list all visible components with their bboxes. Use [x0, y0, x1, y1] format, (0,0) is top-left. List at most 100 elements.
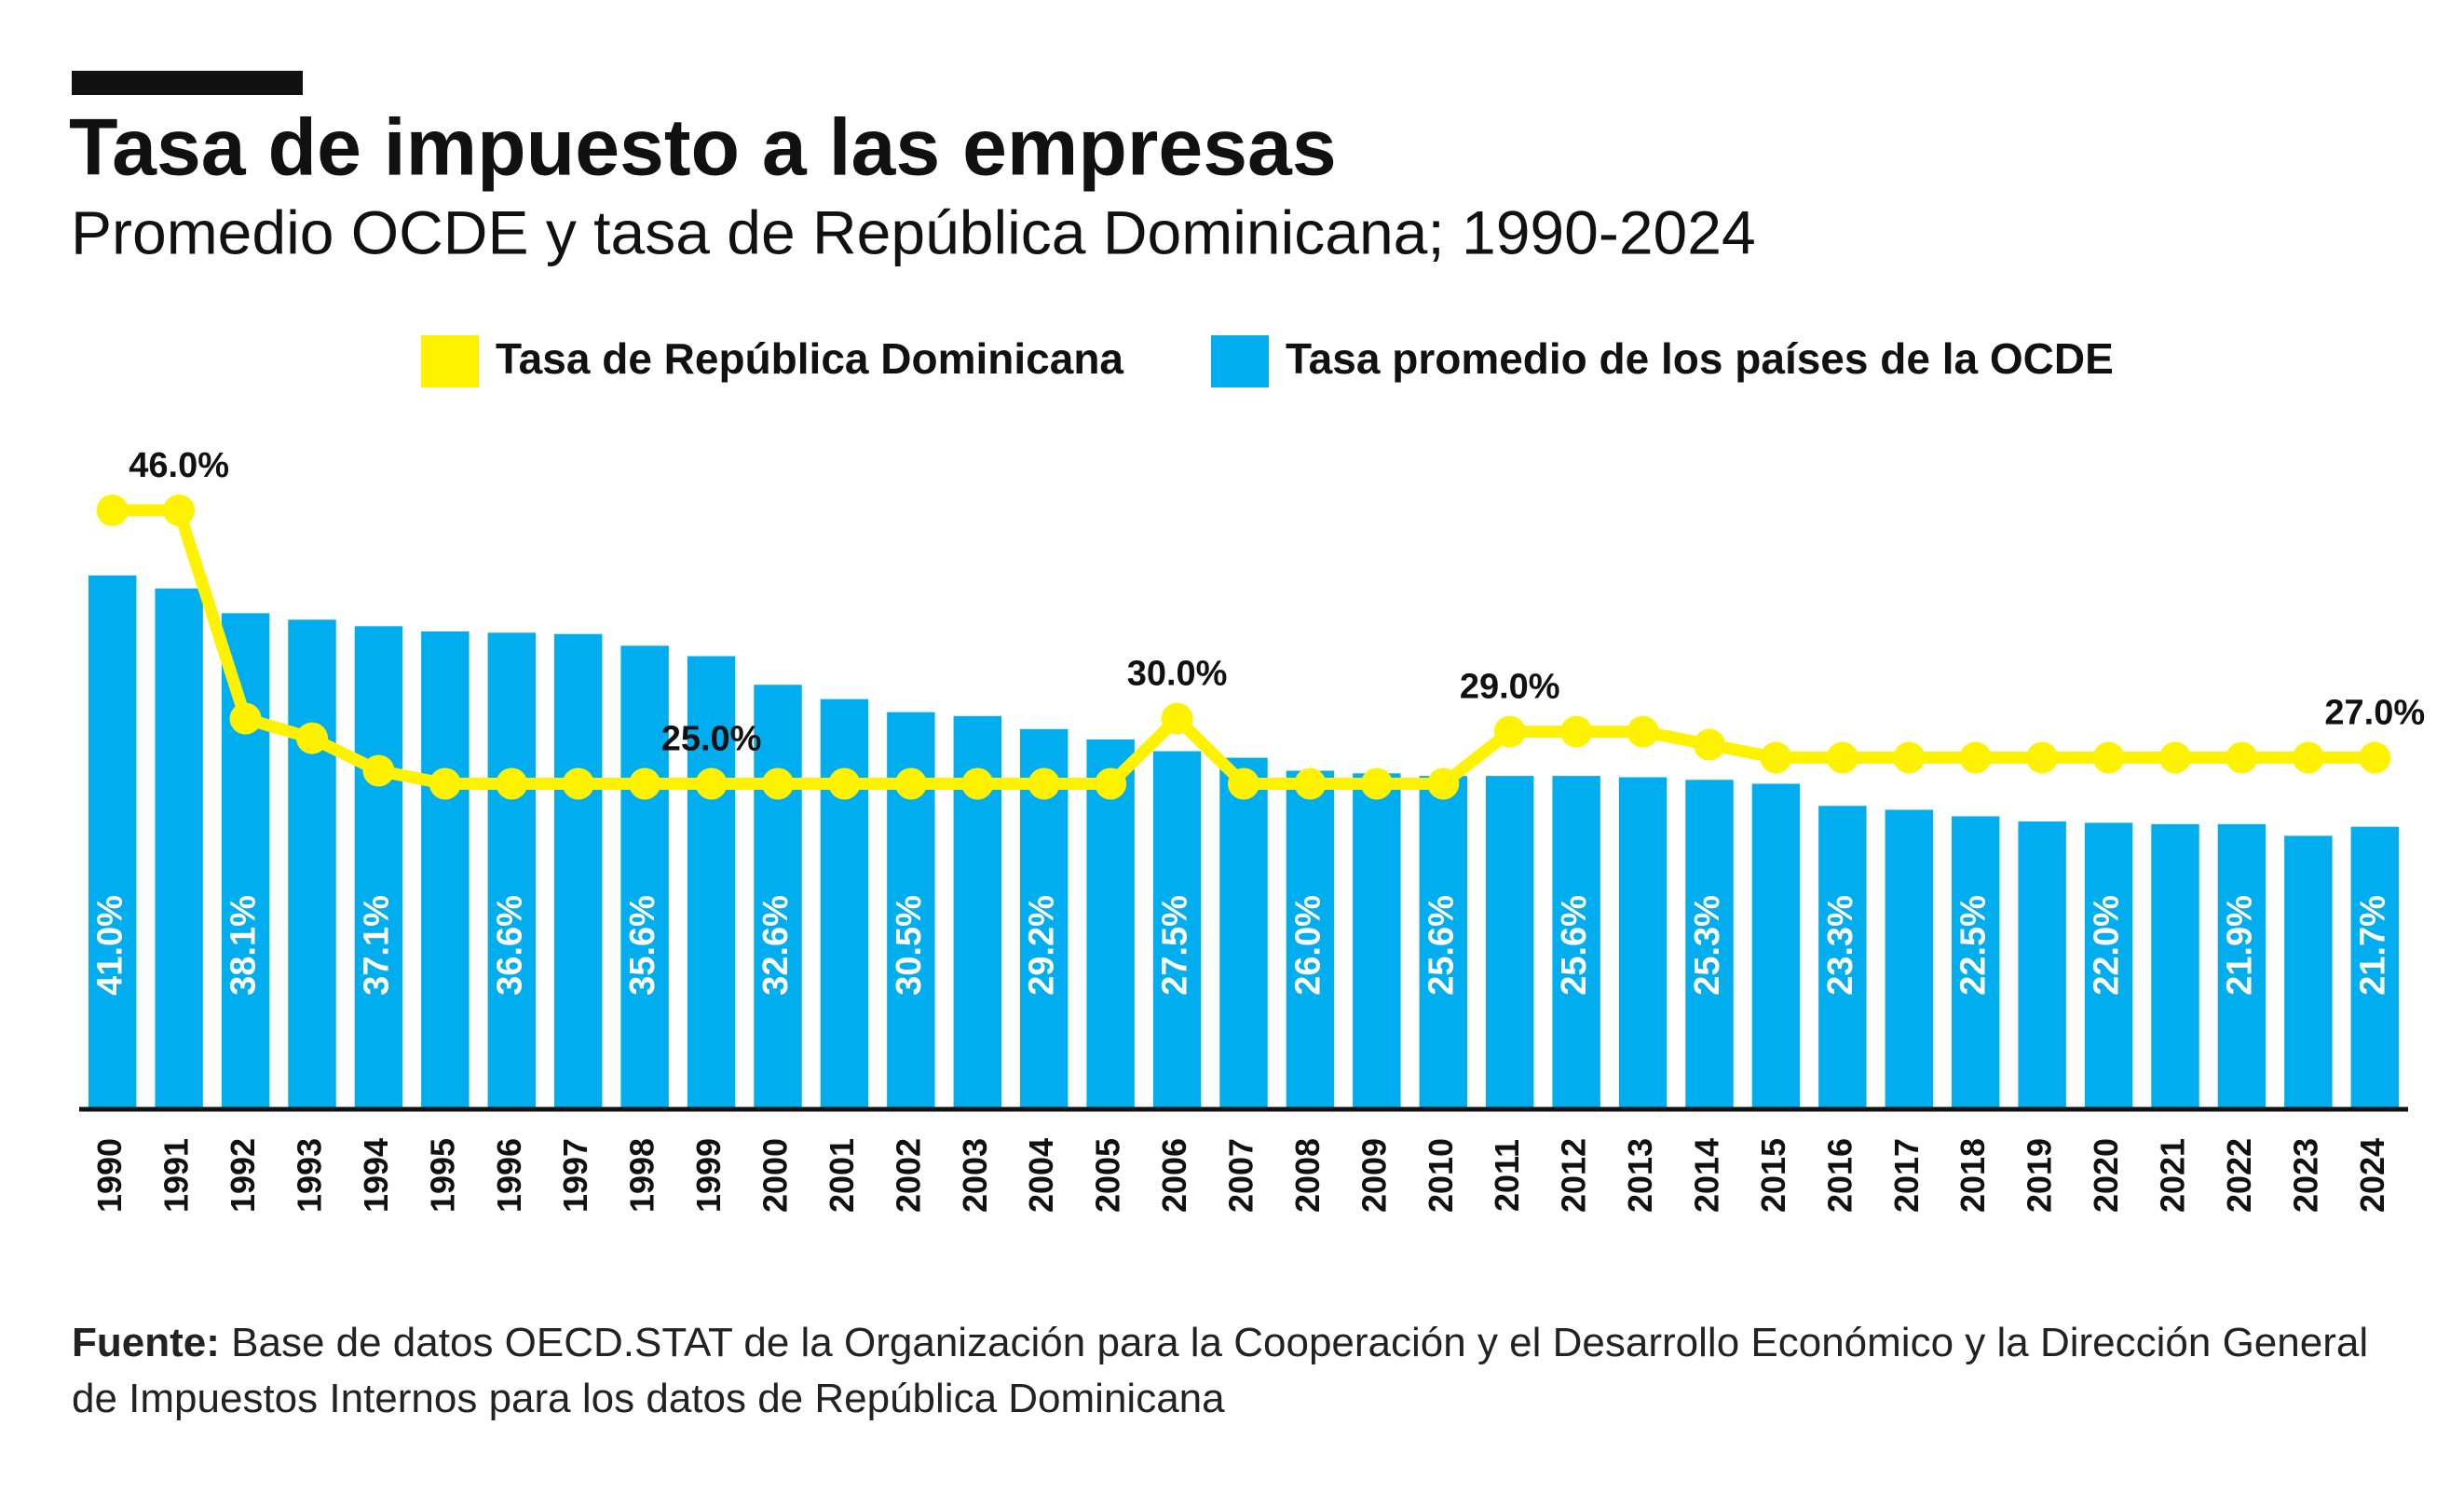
chart-title: Tasa de impuesto a las empresas	[69, 103, 1337, 193]
bar	[2151, 823, 2199, 1109]
x-tick-label: 1991	[157, 1138, 196, 1213]
line-marker	[1161, 702, 1193, 735]
line-marker	[1028, 767, 1060, 800]
bar-value-label: 30.5%	[890, 895, 929, 996]
line-marker	[1493, 715, 1526, 748]
line-marker	[1694, 728, 1725, 761]
x-tick-label: 1996	[490, 1138, 528, 1213]
x-tick-label: 1993	[291, 1138, 329, 1213]
bar-value-label: 21.9%	[2220, 895, 2259, 996]
bar-value-label: 25.3%	[1688, 895, 1727, 996]
line-marker	[961, 767, 994, 800]
bar-value-label: 38.1%	[225, 895, 264, 996]
bar-value-label: 22.5%	[1954, 895, 1994, 996]
bar	[1419, 776, 1467, 1109]
bar	[554, 633, 603, 1109]
bar	[221, 613, 270, 1109]
x-tick-label: 2013	[1621, 1138, 1659, 1213]
legend-swatch	[1211, 335, 1269, 387]
bar-value-label: 36.6%	[490, 895, 529, 996]
x-tick-label: 2012	[1555, 1138, 1593, 1213]
bar	[754, 685, 802, 1109]
legend-swatch	[421, 335, 479, 387]
x-tick-label: 2020	[2087, 1138, 2125, 1213]
x-tick-label: 2000	[756, 1138, 795, 1213]
bar	[155, 588, 203, 1109]
x-tick-label: 2022	[2220, 1138, 2258, 1213]
bar	[1818, 806, 1867, 1109]
x-tick-label: 2007	[1222, 1138, 1260, 1213]
source-text: Base de datos OECD.STAT de la Organizaci…	[72, 1320, 2369, 1421]
line-marker	[2226, 741, 2258, 774]
x-tick-label: 2011	[1488, 1139, 1526, 1212]
bar-value-label: 29.2%	[1023, 895, 1062, 996]
line-marker	[1893, 741, 1926, 774]
bar-value-label: 25.6%	[1555, 895, 1594, 996]
line-marker	[96, 494, 129, 526]
line-marker	[163, 494, 196, 526]
line-value-label: 29.0%	[1460, 668, 1560, 707]
line-value-label: 46.0%	[129, 446, 229, 485]
line-marker	[496, 767, 528, 800]
title-bar	[72, 71, 303, 95]
bar-value-label: 22.0%	[2088, 895, 2127, 996]
legend-label: Tasa de República Dominicana	[496, 334, 1123, 383]
x-tick-label: 2008	[1288, 1138, 1327, 1213]
x-tick-label: 2023	[2286, 1138, 2324, 1213]
bar	[2284, 835, 2333, 1109]
line-marker	[1294, 767, 1327, 800]
x-tick-label: 2006	[1155, 1138, 1193, 1213]
footer: Fuente: Base de datos OECD.STAT de la Or…	[72, 1315, 2401, 1427]
x-tick-label: 2021	[2154, 1138, 2192, 1213]
x-tick-label: 2005	[1089, 1138, 1127, 1213]
chart-subtitle: Promedio OCDE y tasa de República Domini…	[71, 197, 1756, 266]
line-marker	[762, 767, 794, 800]
bar-value-label: 21.7%	[2353, 895, 2392, 996]
bar	[1219, 757, 1268, 1109]
x-tick-label: 2010	[1422, 1138, 1460, 1213]
line-marker	[1095, 767, 1127, 800]
line-marker	[2359, 741, 2391, 774]
bar	[2084, 822, 2133, 1109]
bar	[1152, 751, 1202, 1109]
line-marker	[1760, 741, 1792, 774]
line-marker	[1959, 741, 1992, 774]
bar-value-label: 41.0%	[91, 895, 130, 996]
x-tick-label: 2003	[956, 1138, 994, 1213]
x-tick-label: 1998	[623, 1138, 661, 1213]
bar	[1286, 770, 1335, 1109]
bar	[421, 631, 470, 1109]
x-tick-label: 2017	[1887, 1138, 1926, 1213]
x-tick-label: 2004	[1022, 1138, 1060, 1213]
bar	[1751, 783, 1801, 1109]
x-tick-label: 1999	[689, 1138, 728, 1213]
x-tick-label: 1994	[357, 1138, 395, 1213]
x-tick-label: 1997	[556, 1138, 594, 1213]
source-label: Fuente:	[72, 1320, 220, 1365]
bar	[2018, 821, 2066, 1109]
line-marker	[2092, 741, 2125, 774]
bar	[88, 575, 137, 1109]
x-tick-label: 2018	[1954, 1138, 1992, 1213]
bar-value-label: 26.0%	[1288, 895, 1327, 996]
line-marker	[2292, 741, 2324, 774]
line-marker	[296, 722, 328, 754]
bar	[1486, 776, 1534, 1109]
x-tick-label: 2001	[823, 1138, 861, 1213]
legend-label: Tasa promedio de los países de la OCDE	[1286, 334, 2114, 383]
bar	[2217, 823, 2267, 1109]
bar	[487, 632, 536, 1109]
bar-value-label: 25.6%	[1422, 895, 1461, 996]
bar	[1685, 780, 1734, 1109]
line-marker	[229, 702, 262, 735]
bar-value-label: 23.3%	[1821, 895, 1860, 996]
bar	[687, 656, 736, 1109]
x-tick-label: 2014	[1688, 1138, 1726, 1213]
line-marker	[2159, 741, 2191, 774]
x-tick-label: 1995	[423, 1138, 461, 1213]
line-marker	[894, 767, 927, 800]
bar	[354, 626, 403, 1109]
x-tick-label: 2016	[1820, 1138, 1858, 1213]
bar-value-label: 32.6%	[756, 895, 796, 996]
